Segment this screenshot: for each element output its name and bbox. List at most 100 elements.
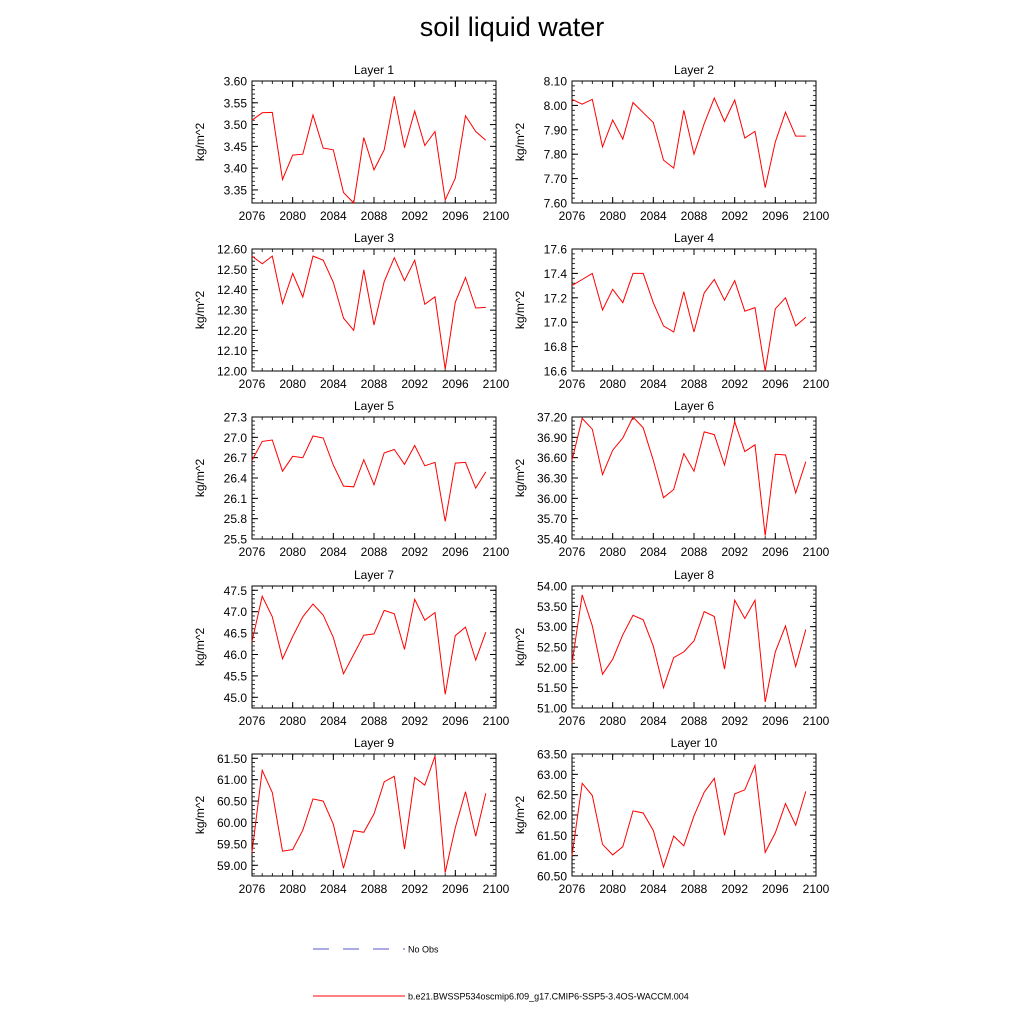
series-line <box>251 435 487 522</box>
x-tick-label: 2096 <box>762 545 789 559</box>
x-tick-label: 2092 <box>721 882 748 896</box>
x-tick-label: 2092 <box>721 377 748 391</box>
y-tick-label: 17.6 <box>544 243 568 257</box>
x-tick-label: 2084 <box>640 209 667 223</box>
x-tick-label: 2080 <box>279 545 306 559</box>
y-axis-label: kg/m^2 <box>193 291 207 330</box>
x-tick-label: 2100 <box>803 377 830 391</box>
chart-panel-layer-7: 2076 2080 2084 2088 2092 2096 2100 45.0 45.5 46.0… <box>193 568 510 728</box>
y-tick-label: 17.4 <box>544 267 568 281</box>
y-tick-label: 3.45 <box>224 140 248 154</box>
chart-panel-layer-4: 2076 2080 2084 2088 2092 2096 2100 16.6 16.8 17.0… <box>513 231 830 391</box>
x-tick-label: 2076 <box>239 209 266 223</box>
y-axis-label: kg/m^2 <box>513 291 527 330</box>
x-tick-label: 2076 <box>239 545 266 559</box>
y-tick-label: 25.8 <box>224 512 248 526</box>
y-tick-label: 7.70 <box>544 172 568 186</box>
y-tick-label: 16.8 <box>544 340 568 354</box>
y-tick-label: 60.00 <box>217 816 247 830</box>
series-line <box>251 96 487 205</box>
x-tick-label: 2096 <box>442 545 469 559</box>
x-tick-label: 2100 <box>803 714 830 728</box>
y-tick-label: 7.60 <box>544 197 568 211</box>
x-tick-label: 2088 <box>361 545 388 559</box>
y-tick-label: 36.00 <box>537 492 567 506</box>
x-tick-label: 2088 <box>681 377 708 391</box>
y-tick-label: 12.60 <box>217 243 247 257</box>
chart-panel-layer-9: 2076 2080 2084 2088 2092 2096 2100 59.00 59.50 60… <box>193 736 510 896</box>
x-tick-label: 2076 <box>559 545 586 559</box>
y-tick-label: 27.3 <box>224 411 248 425</box>
x-tick-label: 2088 <box>361 377 388 391</box>
x-tick-label: 2092 <box>401 209 428 223</box>
chart-panel-layer-6: 2076 2080 2084 2088 2092 2096 2100 35.40 35.70 36… <box>513 399 830 559</box>
x-tick-label: 2092 <box>401 882 428 896</box>
y-tick-label: 47.0 <box>224 605 248 619</box>
y-tick-label: 36.60 <box>537 451 567 465</box>
chart-panel-layer-5: 2076 2080 2084 2088 2092 2096 2100 25.5 25.8 26.1… <box>193 399 510 559</box>
y-tick-label: 3.35 <box>224 183 248 197</box>
y-tick-label: 25.5 <box>224 533 248 547</box>
panel-title: Layer 2 <box>674 63 714 77</box>
y-tick-label: 62.00 <box>537 809 567 823</box>
y-tick-label: 47.5 <box>224 584 248 598</box>
x-tick-label: 2084 <box>320 545 347 559</box>
x-tick-label: 2076 <box>559 377 586 391</box>
series-line <box>571 763 807 869</box>
x-tick-label: 2100 <box>803 209 830 223</box>
x-tick-label: 2096 <box>442 714 469 728</box>
y-tick-label: 8.00 <box>544 99 568 113</box>
x-tick-label: 2084 <box>320 209 347 223</box>
legend: No Obs b.e21.BWSSP534oscmip6.f09_g17.CMIP… <box>313 945 689 1002</box>
chart-panel-layer-8: 2076 2080 2084 2088 2092 2096 2100 51.00 51.50 52… <box>513 568 830 728</box>
y-tick-label: 61.00 <box>537 849 567 863</box>
x-tick-label: 2092 <box>721 209 748 223</box>
x-tick-label: 2088 <box>361 714 388 728</box>
y-tick-label: 46.5 <box>224 627 248 641</box>
plot-frame <box>251 416 497 540</box>
y-axis-label: kg/m^2 <box>193 123 207 162</box>
y-tick-label: 16.6 <box>544 365 568 379</box>
y-axis-label: kg/m^2 <box>193 459 207 498</box>
x-tick-label: 2088 <box>681 209 708 223</box>
chart-panel-layer-3: 2076 2080 2084 2088 2092 2096 2100 12.00 12.10 12… <box>193 231 510 391</box>
x-tick-label: 2076 <box>559 209 586 223</box>
x-tick-label: 2084 <box>320 882 347 896</box>
x-tick-label: 2088 <box>681 882 708 896</box>
y-tick-label: 61.50 <box>217 752 247 766</box>
y-tick-label: 3.40 <box>224 162 248 176</box>
series-line <box>251 255 486 370</box>
series-line <box>251 755 487 873</box>
y-axis-label: kg/m^2 <box>513 796 527 835</box>
x-tick-label: 2080 <box>599 882 626 896</box>
y-tick-label: 63.00 <box>537 768 567 782</box>
x-tick-label: 2080 <box>599 377 626 391</box>
y-tick-label: 26.1 <box>224 492 248 506</box>
y-tick-label: 36.30 <box>537 472 567 486</box>
plot-frame <box>251 80 497 204</box>
y-tick-label: 53.00 <box>537 620 567 634</box>
y-tick-label: 60.50 <box>537 870 567 884</box>
y-tick-label: 61.50 <box>537 829 567 843</box>
x-tick-label: 2084 <box>320 714 347 728</box>
x-tick-label: 2084 <box>320 377 347 391</box>
chart-panel-layer-1: 2076 2080 2084 2088 2092 2096 2100 3.35 3.40 3.45… <box>193 63 510 223</box>
plot-frame <box>251 248 497 372</box>
plot-frame <box>571 416 817 540</box>
x-tick-label: 2076 <box>559 714 586 728</box>
y-tick-label: 51.00 <box>537 702 567 716</box>
chart-panel-layer-2: 2076 2080 2084 2088 2092 2096 2100 7.60 7.70 7.80… <box>513 63 830 223</box>
x-tick-label: 2092 <box>401 377 428 391</box>
y-tick-label: 61.00 <box>217 773 247 787</box>
y-tick-label: 3.55 <box>224 96 248 110</box>
y-tick-label: 7.80 <box>544 148 568 162</box>
x-tick-label: 2076 <box>239 377 266 391</box>
x-tick-label: 2080 <box>279 882 306 896</box>
x-tick-label: 2096 <box>442 209 469 223</box>
y-tick-label: 46.0 <box>224 648 248 662</box>
y-tick-label: 7.90 <box>544 123 568 137</box>
y-tick-label: 12.50 <box>217 263 247 277</box>
series-line <box>571 272 807 372</box>
y-tick-label: 45.5 <box>224 669 248 683</box>
x-tick-label: 2092 <box>401 545 428 559</box>
